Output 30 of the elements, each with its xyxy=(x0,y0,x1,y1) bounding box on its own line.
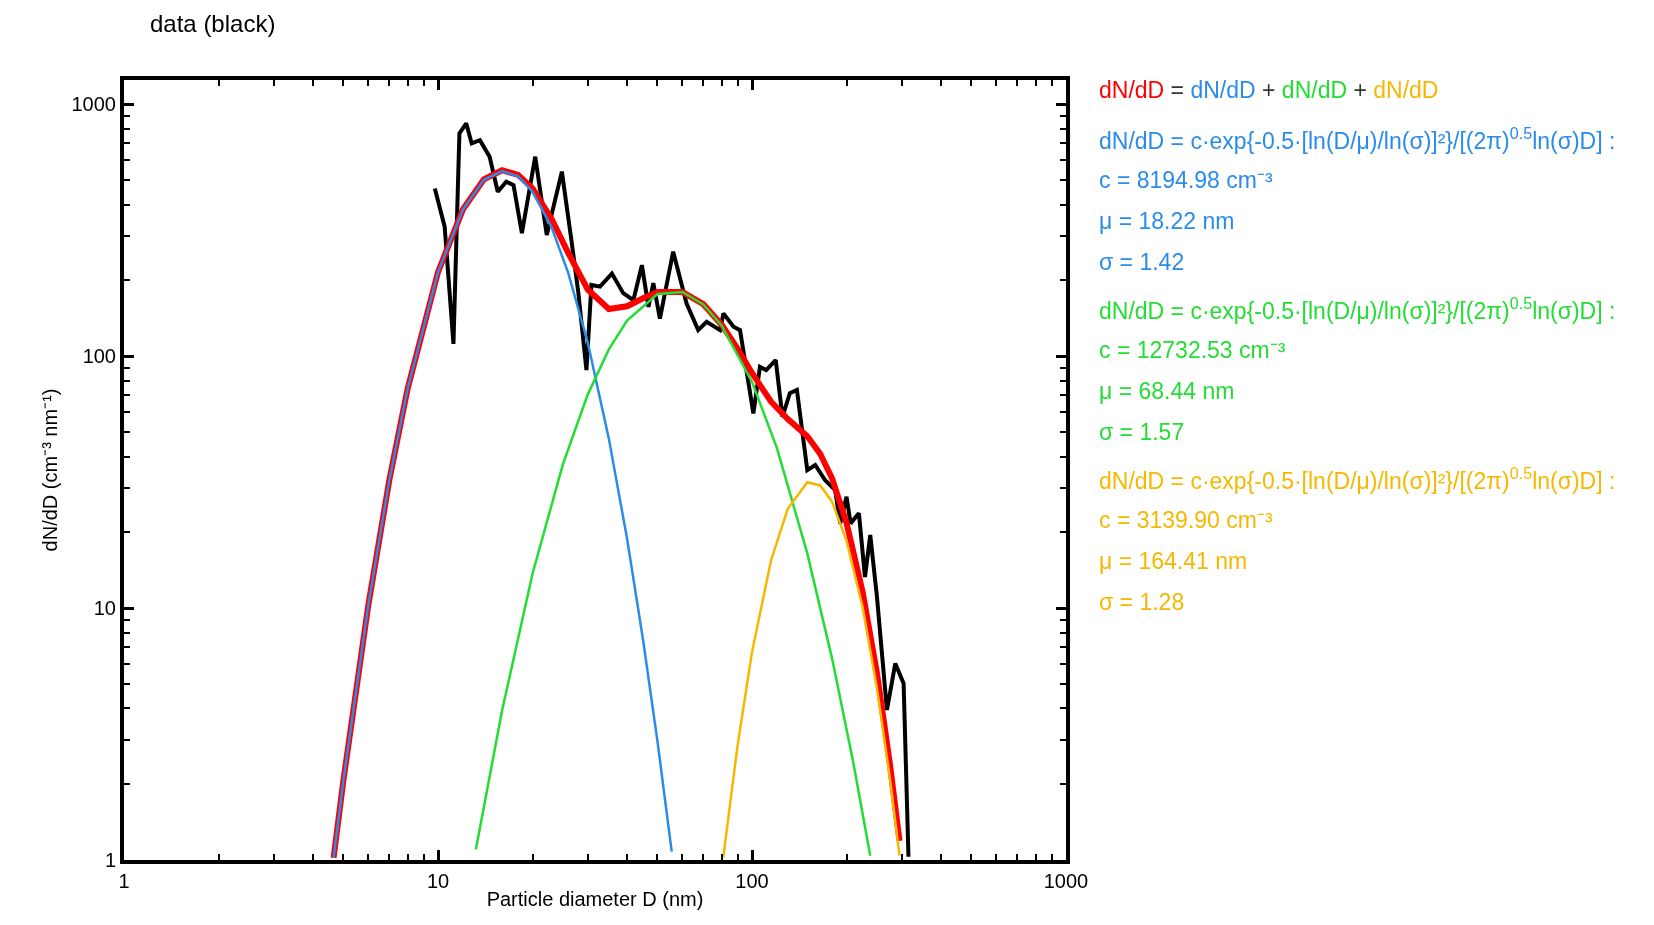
text: + xyxy=(1347,77,1374,103)
text: σ = 1.28 xyxy=(1099,589,1185,615)
text: = xyxy=(1164,77,1191,103)
text: μ = 18.22 nm xyxy=(1099,208,1235,234)
text: dN/dD = c·exp{-0.5·[ln(D/μ)/ln(σ)]²}/[(2π)$^{0.5}$ln(σ)D] : xyxy=(1099,124,1616,154)
chart-title: data (black) xyxy=(150,10,276,38)
y-axis-title: dN/dD (cm⁻³ nm⁻¹) xyxy=(38,388,61,552)
text: dN/dD = c·exp{-0.5·[ln(D/μ)/ln(σ)]²}/[(2π)$^{0.5}$ln(σ)D] : xyxy=(1099,294,1616,324)
y-tick-label: 1000 xyxy=(71,93,116,116)
x-tick-label: 10 xyxy=(426,870,450,892)
x-axis-title: Particle diameter D (nm) xyxy=(486,888,704,910)
x-tick-label: 1000 xyxy=(1043,870,1089,892)
y-tick-label: 10 xyxy=(93,597,116,620)
text: σ = 1.42 xyxy=(1099,249,1185,275)
text: dN/dD xyxy=(1373,77,1439,103)
text: + xyxy=(1255,77,1282,103)
text: μ = 68.44 nm xyxy=(1099,378,1235,404)
text: c = 12732.53 cm⁻³ xyxy=(1099,337,1286,363)
text: c = 3139.90 cm⁻³ xyxy=(1099,507,1273,533)
text: μ = 164.41 nm xyxy=(1099,548,1248,574)
x-tick-label: 1 xyxy=(118,870,130,892)
y-tick-label: 1 xyxy=(104,849,116,871)
text: σ = 1.57 xyxy=(1099,419,1185,445)
x-tick-label: 100 xyxy=(735,870,769,892)
text: c = 8194.98 cm⁻³ xyxy=(1099,167,1273,193)
text: dN/dD = c·exp{-0.5·[ln(D/μ)/ln(σ)]²}/[(2π)$^{0.5}$ln(σ)D] : xyxy=(1099,464,1616,494)
text: dN/dD xyxy=(1099,77,1165,103)
text: dN/dD xyxy=(1281,77,1348,103)
text: dN/dD xyxy=(1190,77,1256,103)
y-tick-label: 100 xyxy=(82,345,116,368)
